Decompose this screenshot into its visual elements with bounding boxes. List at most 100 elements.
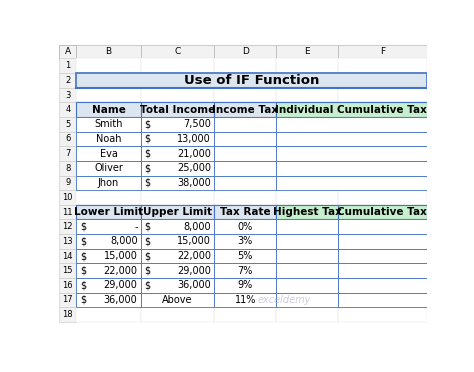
Bar <box>276 58 338 73</box>
Text: $: $ <box>80 295 86 305</box>
Text: 18: 18 <box>63 310 73 319</box>
Bar <box>276 249 338 263</box>
Text: 16: 16 <box>63 281 73 290</box>
Bar <box>141 176 214 190</box>
Bar <box>76 132 141 146</box>
Bar <box>276 45 338 58</box>
Bar <box>59 307 76 322</box>
Bar <box>276 161 338 176</box>
Bar <box>76 132 141 146</box>
Text: 36,000: 36,000 <box>104 295 137 305</box>
Text: 8: 8 <box>65 164 71 173</box>
Text: Smith: Smith <box>94 119 123 129</box>
Text: 21,000: 21,000 <box>177 148 211 158</box>
Bar <box>141 278 214 293</box>
Bar <box>76 102 141 117</box>
Bar <box>338 205 427 219</box>
Bar <box>141 58 214 73</box>
Bar <box>59 205 76 219</box>
Bar <box>141 45 214 58</box>
Text: 11%: 11% <box>235 295 256 305</box>
Text: 11: 11 <box>63 208 73 217</box>
Bar <box>214 205 276 219</box>
Text: $: $ <box>145 119 151 129</box>
Bar <box>338 161 427 176</box>
Text: 3%: 3% <box>237 236 253 246</box>
Bar <box>338 278 427 293</box>
Bar <box>76 249 141 263</box>
Text: 3: 3 <box>65 90 71 100</box>
Text: $: $ <box>145 178 151 188</box>
Bar <box>276 249 338 263</box>
Bar <box>59 102 76 117</box>
Bar <box>338 307 427 322</box>
Bar <box>338 263 427 278</box>
Bar <box>276 205 338 219</box>
Bar <box>141 205 214 219</box>
Bar <box>338 176 427 190</box>
Bar <box>141 102 214 117</box>
Bar <box>276 234 338 249</box>
Bar <box>276 219 338 234</box>
Bar <box>276 161 427 176</box>
Text: E: E <box>304 47 310 56</box>
Text: 15,000: 15,000 <box>104 251 137 261</box>
Bar <box>276 234 338 249</box>
Bar <box>76 263 141 278</box>
Bar <box>338 102 427 117</box>
Bar <box>276 132 338 146</box>
Text: $: $ <box>145 134 151 144</box>
Bar <box>214 146 276 161</box>
Bar <box>338 45 427 58</box>
Bar <box>76 161 141 176</box>
Text: 10: 10 <box>63 193 73 202</box>
Text: 15: 15 <box>63 266 73 275</box>
Bar <box>338 73 427 88</box>
Bar <box>59 219 76 234</box>
Text: 36,000: 36,000 <box>177 280 211 290</box>
Bar <box>141 249 214 263</box>
Text: Income Tax: Income Tax <box>212 105 278 115</box>
Bar <box>76 234 141 249</box>
Text: $: $ <box>145 222 151 232</box>
Text: 5: 5 <box>65 120 71 129</box>
Bar <box>76 102 141 117</box>
Bar <box>141 249 214 263</box>
Text: Lower Limit: Lower Limit <box>74 207 143 217</box>
Bar <box>214 102 276 117</box>
Bar <box>76 117 141 132</box>
Text: $: $ <box>80 251 86 261</box>
Bar <box>141 293 214 307</box>
Bar <box>76 205 141 219</box>
Text: Noah: Noah <box>96 134 121 144</box>
Bar <box>214 219 276 234</box>
Bar <box>76 73 141 88</box>
Text: Eva: Eva <box>100 148 118 158</box>
Bar <box>76 73 427 88</box>
Bar <box>276 307 338 322</box>
Bar <box>276 102 338 117</box>
Bar <box>59 146 76 161</box>
Bar <box>276 117 338 132</box>
Bar <box>141 73 214 88</box>
Bar <box>338 249 427 263</box>
Bar <box>214 132 276 146</box>
Bar <box>59 58 76 73</box>
Bar <box>214 234 276 249</box>
Text: 22,000: 22,000 <box>177 251 211 261</box>
Bar <box>141 219 214 234</box>
Bar <box>141 293 214 307</box>
Bar <box>214 117 276 132</box>
Text: Cumulative Tax: Cumulative Tax <box>337 207 428 217</box>
Bar <box>214 249 276 263</box>
Bar <box>59 176 76 190</box>
Bar <box>214 307 276 322</box>
Bar <box>214 176 276 190</box>
Text: 7,500: 7,500 <box>183 119 211 129</box>
Text: 9%: 9% <box>237 280 253 290</box>
Bar <box>338 88 427 102</box>
Text: $: $ <box>145 266 151 276</box>
Bar <box>141 219 214 234</box>
Text: 29,000: 29,000 <box>104 280 137 290</box>
Bar <box>59 45 76 58</box>
